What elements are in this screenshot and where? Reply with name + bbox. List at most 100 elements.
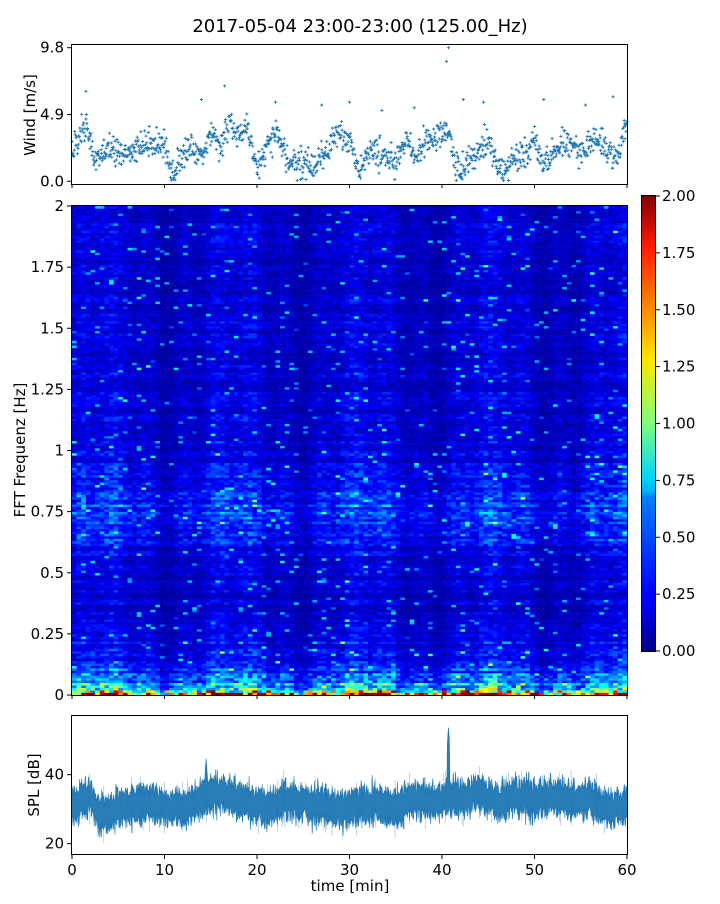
spectrogram-cell	[86, 218, 91, 221]
spectrogram-cell	[81, 614, 86, 617]
spectrogram-cell	[132, 416, 137, 419]
spectrogram-cell	[132, 485, 137, 488]
spectrogram-cell	[178, 318, 183, 321]
spectrogram-cell	[114, 556, 119, 559]
spectrogram-cell	[86, 397, 91, 400]
spectrogram-cell	[77, 392, 82, 395]
spectrogram-cell	[151, 421, 156, 424]
spectrogram-cell	[104, 433, 109, 436]
spectrogram-cell	[109, 624, 114, 627]
spectrogram-cell	[72, 279, 77, 282]
spectrogram-cell	[151, 683, 156, 686]
spectrogram-cell	[151, 451, 156, 454]
spectrogram-cell	[104, 539, 109, 542]
spectrogram-cell	[174, 301, 179, 304]
spectrogram-cell	[165, 233, 170, 236]
spectrogram-cell	[81, 375, 86, 378]
spectrogram-cell	[91, 238, 96, 241]
spectrogram-cell	[77, 382, 82, 385]
spectrogram-cell	[151, 416, 156, 419]
spectrogram-cell	[178, 551, 183, 554]
spectrogram-cell	[81, 294, 86, 297]
spectrogram-cell	[128, 644, 133, 647]
spectrogram-cell	[109, 433, 114, 436]
spectrogram-cell	[123, 250, 128, 253]
spectrogram-cell	[155, 299, 160, 302]
spectrogram-cell	[100, 463, 105, 466]
spectrogram-cell	[174, 551, 179, 554]
spectrogram-cell	[72, 426, 77, 429]
spectrogram-cell	[132, 245, 137, 248]
spectrogram-cell	[128, 531, 133, 534]
spectrogram-cell	[86, 570, 91, 573]
spectrogram-cell	[151, 517, 156, 520]
spectrogram-cell	[114, 519, 119, 522]
spectrogram-cell	[123, 360, 128, 363]
spectrogram-cell	[114, 287, 119, 290]
spectrogram-cell	[77, 311, 82, 314]
spectrogram-cell	[123, 380, 128, 383]
spectrogram-cell	[132, 262, 137, 265]
spectrogram-cell	[174, 499, 179, 502]
spectrogram-cell	[128, 375, 133, 378]
spectrogram-cell	[104, 473, 109, 476]
spectrogram-cell	[77, 548, 82, 551]
spectrogram-cell	[137, 274, 142, 277]
spectrogram-cell	[132, 243, 137, 246]
spectrogram-cell	[160, 248, 165, 251]
spectrogram-cell	[72, 521, 77, 524]
spectrogram-cell	[109, 534, 114, 537]
spectrogram-cell	[178, 646, 183, 649]
spectrogram-cell	[91, 497, 96, 500]
spectrogram-cell	[183, 411, 188, 414]
spectrogram-cell	[155, 631, 160, 634]
spectrogram-cell	[114, 585, 119, 588]
spectrogram-cell	[123, 529, 128, 532]
spectrogram-cell	[155, 595, 160, 598]
spectrogram-cell	[151, 340, 156, 343]
spectrogram-cell	[100, 228, 105, 231]
spectrogram-cell	[155, 668, 160, 671]
spectrogram-cell	[118, 602, 123, 605]
spectrogram-cell	[118, 561, 123, 564]
spectrogram-cell	[141, 517, 146, 520]
spectrogram-cell	[86, 653, 91, 656]
spectrogram-cell	[141, 331, 146, 334]
spectrogram-cell	[77, 587, 82, 590]
spectrogram-cell	[169, 218, 174, 221]
spectrogram-cell	[169, 343, 174, 346]
spectrogram-cell	[72, 238, 77, 241]
spectrogram-cell	[86, 353, 91, 356]
spectrogram-cell	[114, 289, 119, 292]
spectrogram-cell	[178, 656, 183, 659]
spectrogram-cell	[155, 617, 160, 620]
spectrogram-cell	[77, 284, 82, 287]
spectrogram-cell	[165, 248, 170, 251]
spectrogram-cell	[160, 438, 165, 441]
spectrogram-cell	[91, 243, 96, 246]
spectrogram-cell	[81, 362, 86, 365]
spectrogram-cell	[104, 675, 109, 678]
spectrogram-cell	[132, 230, 137, 233]
spectrogram-cell	[128, 370, 133, 373]
spectrogram-cell	[72, 277, 77, 280]
spectrogram-cell	[146, 282, 151, 285]
spectrogram-cell	[114, 272, 119, 275]
spectrogram-cell	[141, 240, 146, 243]
spectrogram-cell	[114, 492, 119, 495]
spectrogram-cell	[100, 314, 105, 317]
spectrogram-cell	[174, 353, 179, 356]
spectrogram-cell	[151, 539, 156, 542]
spectrogram-cell	[100, 338, 105, 341]
spectrogram-cell	[174, 609, 179, 612]
spectrogram-cell	[151, 306, 156, 309]
spectrogram-cell	[132, 277, 137, 280]
spectrogram-cell	[132, 653, 137, 656]
spectrogram-cell	[72, 314, 77, 317]
spectrogram-cell	[95, 534, 100, 537]
spectrogram-cell	[146, 223, 151, 226]
spectrogram-cell	[137, 561, 142, 564]
spectrogram-cell	[137, 433, 142, 436]
spectrogram-cell	[151, 309, 156, 312]
spectrogram-cell	[104, 392, 109, 395]
